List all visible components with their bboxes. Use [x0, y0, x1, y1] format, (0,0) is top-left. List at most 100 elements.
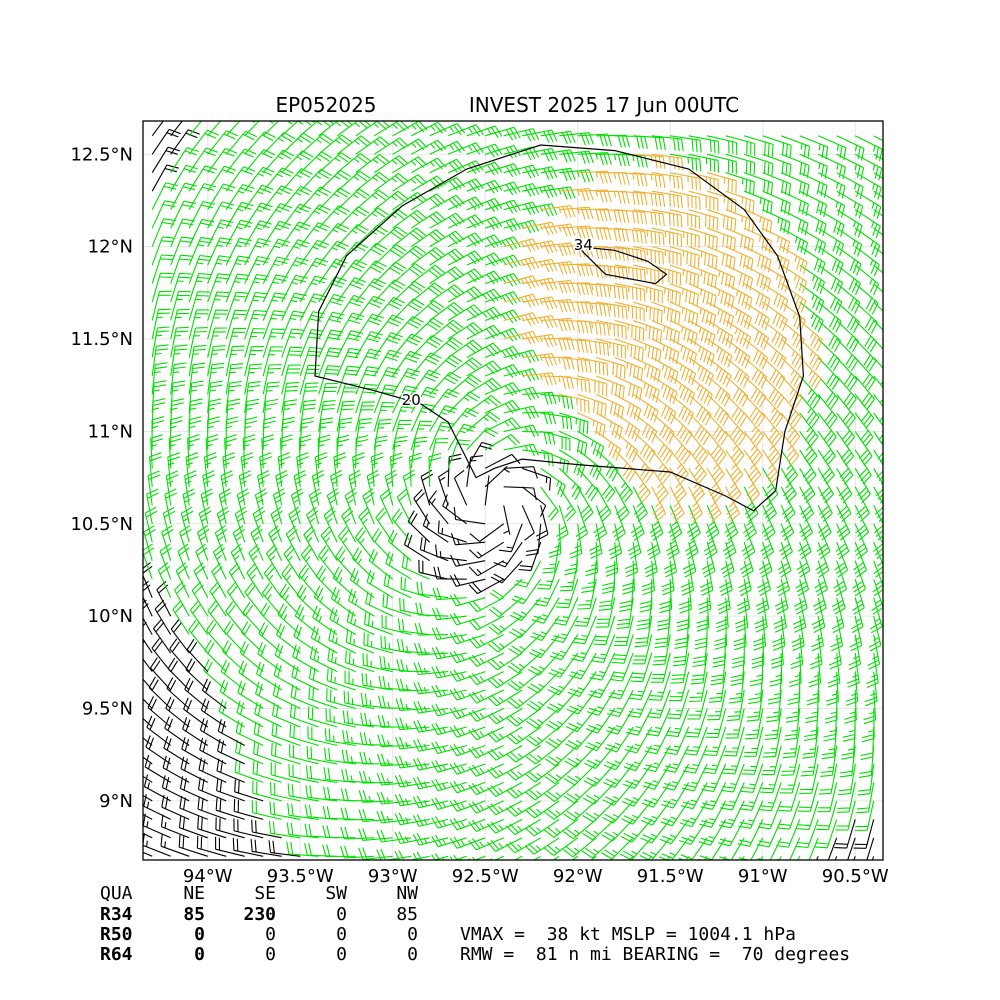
wind-barb — [466, 377, 502, 395]
wind-barb — [669, 486, 685, 523]
wind-barb — [614, 449, 636, 483]
wind-barb — [488, 634, 523, 653]
wind-barb — [705, 505, 720, 541]
wind-barb — [355, 366, 380, 395]
wind-barb — [310, 625, 338, 654]
wind-barb — [799, 412, 819, 447]
wind-barb — [262, 202, 293, 229]
wind-barb — [717, 819, 745, 847]
wind-barb — [468, 763, 504, 777]
wind-barb — [633, 190, 666, 208]
wind-barb — [220, 470, 234, 506]
wind-barb — [725, 375, 749, 408]
wind-barb — [225, 416, 239, 450]
wind-barb — [355, 136, 390, 155]
wind-barb — [195, 543, 209, 580]
wind-barb — [762, 227, 791, 254]
wind-barb — [397, 618, 430, 636]
wind-barb — [151, 326, 170, 358]
wind-barb — [683, 745, 708, 774]
wind-barb — [150, 657, 172, 691]
wind-barb — [379, 655, 412, 673]
wind-barb — [522, 372, 557, 386]
wind-barb — [207, 362, 225, 395]
wind-barb — [318, 134, 353, 155]
wind-barb — [169, 416, 183, 450]
wind-barb — [503, 238, 540, 252]
wind-barb — [410, 246, 446, 266]
y-tick-label: 11°N — [88, 421, 133, 442]
wind-barb — [244, 255, 270, 284]
wind-barb — [854, 209, 881, 239]
wind-barb — [767, 671, 782, 705]
wind-barb — [432, 587, 467, 601]
x-tick-label: 92°W — [553, 866, 603, 887]
wind-barb — [651, 375, 678, 405]
wind-barb — [207, 147, 238, 174]
wind-barb — [780, 190, 809, 217]
wind-barb — [614, 393, 642, 422]
wind-barb — [359, 751, 393, 765]
wind-barb — [707, 135, 738, 155]
wind-barb — [706, 486, 722, 523]
wind-barb — [148, 676, 172, 709]
wind-barb — [669, 301, 699, 327]
wind-barb — [352, 547, 375, 580]
wind-barb — [596, 190, 630, 204]
wind-barb — [170, 121, 183, 137]
wind-barb — [281, 364, 301, 395]
wind-barb — [799, 505, 813, 541]
wind-barb — [614, 338, 644, 361]
wind-barb — [151, 128, 181, 155]
y-tick-label: 9°N — [99, 791, 133, 812]
wind-barb — [184, 677, 209, 709]
wind-barb — [361, 672, 393, 691]
wind-barb — [486, 800, 523, 816]
wind-barb — [540, 486, 559, 521]
wind-barb — [568, 652, 597, 680]
wind-barb — [289, 704, 319, 728]
wind-barb — [506, 763, 541, 781]
wind-barb — [235, 720, 264, 746]
wind-barb — [553, 597, 579, 626]
wind-barb — [503, 505, 511, 535]
wind-barb — [577, 449, 602, 481]
wind-barb — [547, 671, 579, 696]
table-header-se: SE — [254, 883, 276, 904]
wind-barb — [799, 431, 818, 466]
wind-barb — [373, 190, 408, 211]
wind-barb — [717, 579, 731, 615]
wind-barb — [799, 486, 815, 523]
table-row-label: R64 — [100, 944, 133, 965]
wind-barb — [178, 834, 208, 857]
wind-barb — [281, 310, 306, 340]
wind-barb — [188, 254, 213, 284]
wind-barb — [447, 339, 483, 358]
wind-barb — [651, 227, 683, 247]
wind-barb — [281, 121, 315, 137]
wind-barb — [596, 264, 629, 281]
wind-barb — [384, 469, 398, 506]
wind-barb — [378, 695, 412, 710]
wind-barb — [262, 121, 296, 137]
wind-barb — [161, 775, 190, 802]
wind-barb — [562, 837, 597, 858]
wind-barb — [776, 819, 801, 848]
wind-barb — [688, 431, 709, 465]
wind-barb — [493, 541, 523, 568]
wind-barb — [281, 328, 305, 358]
wind-barb — [412, 776, 449, 790]
wind-barb — [780, 394, 802, 428]
wind-barb — [582, 818, 616, 841]
wind-barb — [621, 800, 653, 825]
chart-title-left: EP052025 — [275, 93, 376, 117]
wind-barb — [503, 386, 540, 401]
wind-barb — [522, 277, 558, 292]
wind-barb — [836, 246, 862, 276]
wind-barb — [468, 652, 504, 667]
wind-barb — [863, 689, 877, 725]
wind-barb — [188, 380, 204, 413]
wind-barb — [797, 782, 819, 812]
wind-barb — [355, 295, 386, 321]
wind-barb — [627, 689, 653, 718]
